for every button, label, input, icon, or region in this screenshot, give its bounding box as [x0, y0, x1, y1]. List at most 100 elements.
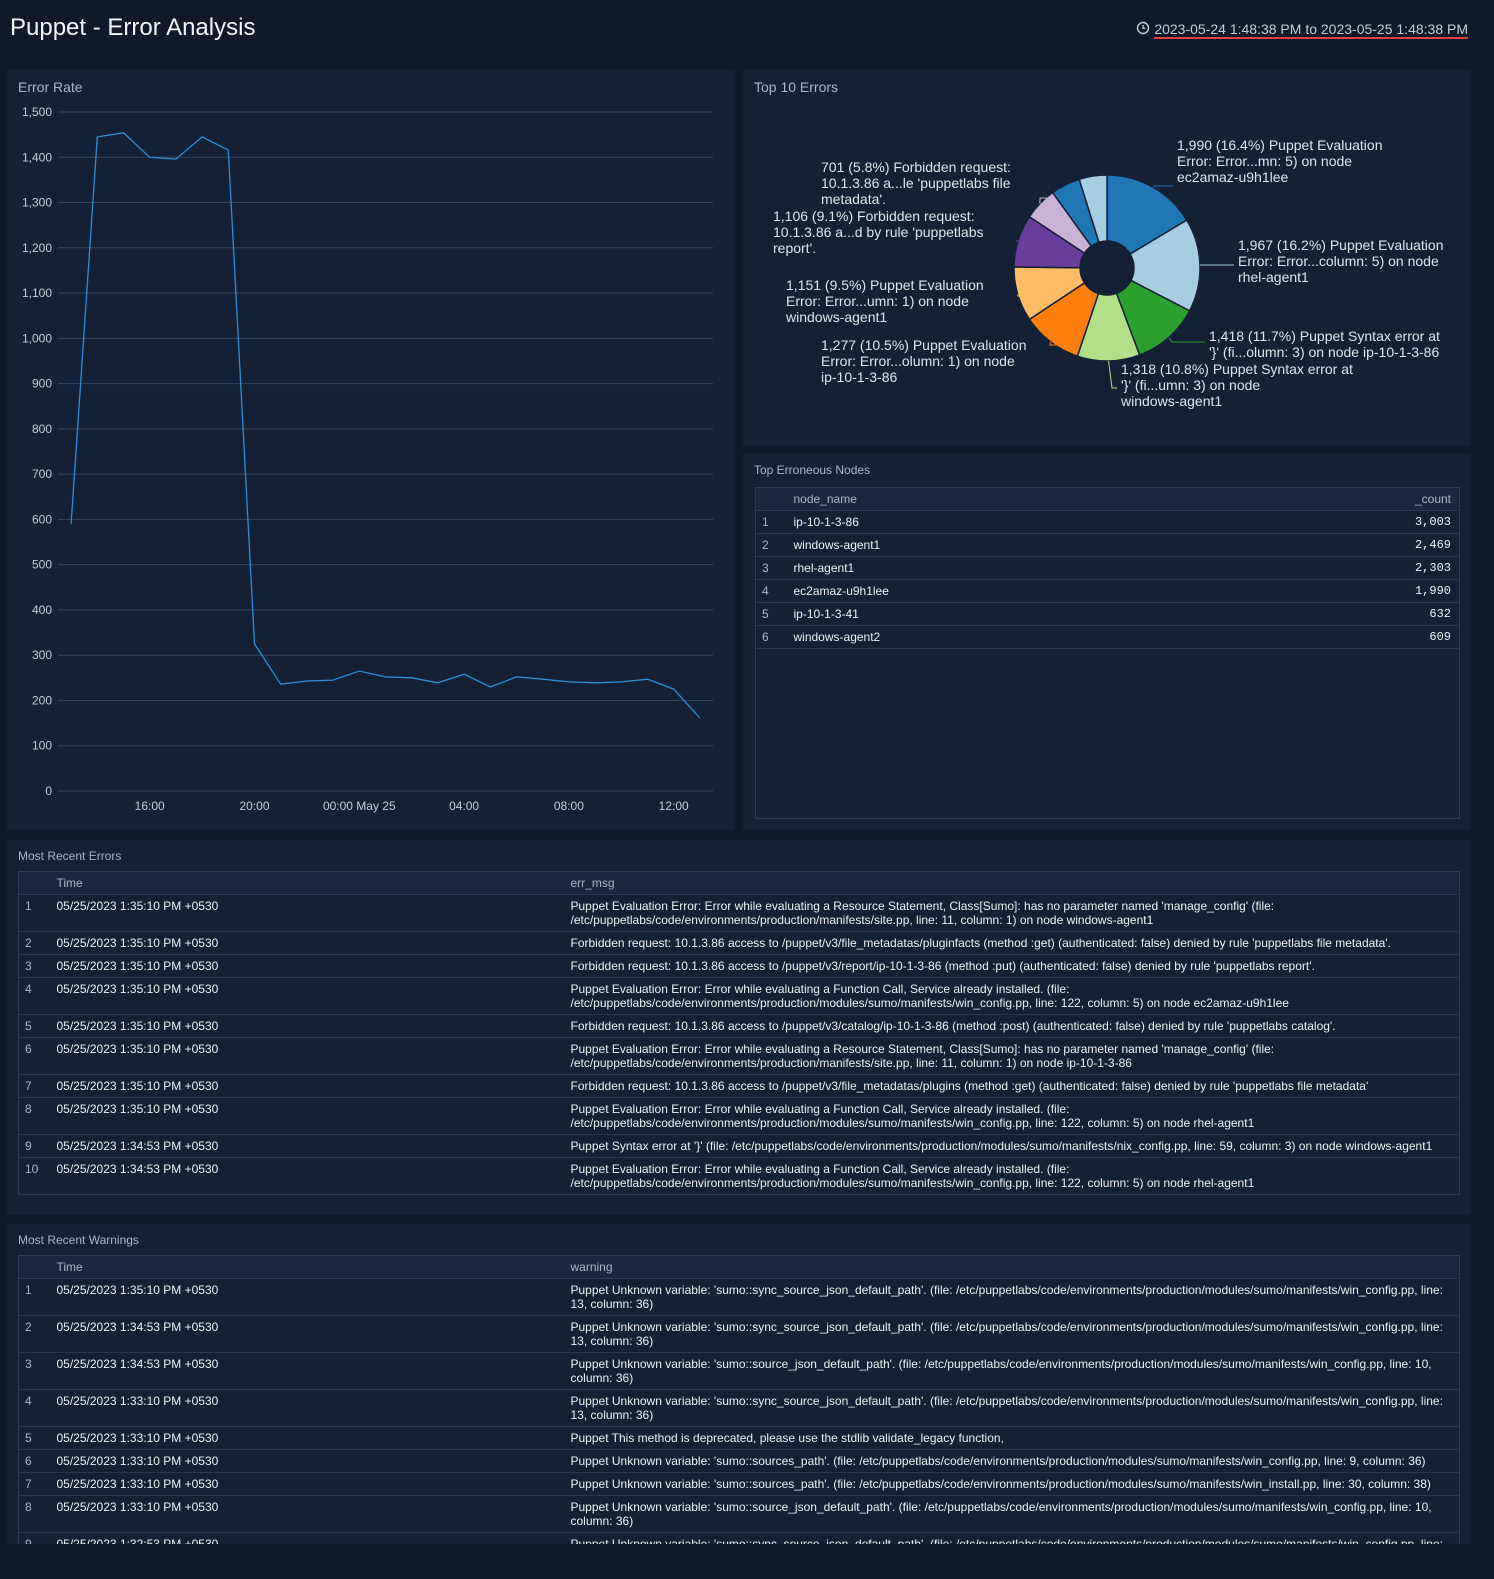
- y-tick-label: 400: [32, 603, 52, 617]
- time-range[interactable]: 2023-05-24 1:48:38 PM to 2023-05-25 1:48…: [1154, 21, 1468, 39]
- table-cell: Puppet Evaluation Error: Error while eva…: [562, 894, 1460, 932]
- table-cell: 2,303: [1339, 556, 1460, 580]
- page-title: Puppet - Error Analysis: [10, 14, 256, 41]
- row-number: 7: [18, 1074, 49, 1098]
- row-number: 2: [18, 931, 49, 955]
- leader-line: [1108, 360, 1117, 389]
- table-cell: windows-agent2: [785, 625, 1340, 649]
- slice-label: windows-agent1: [785, 309, 887, 325]
- panel-title: Most Recent Errors: [18, 849, 122, 863]
- table-cell: 2,469: [1339, 533, 1460, 557]
- table-cell: 05/25/2023 1:33:10 PM +0530: [48, 1449, 563, 1473]
- table-row: 1 05/25/2023 1:35:10 PM +0530 Puppet Evalu…: [18, 894, 1460, 932]
- table-cell: Puppet Unknown variable: 'sumo::sources_…: [562, 1472, 1460, 1496]
- y-tick-label: 1,300: [22, 196, 52, 210]
- table-cell: 609: [1339, 625, 1460, 649]
- table-cell: 05/25/2023 1:35:10 PM +0530: [48, 954, 563, 978]
- table-cell: 05/25/2023 1:35:10 PM +0530: [48, 1037, 563, 1075]
- header-row: Time err_msg: [18, 871, 1460, 895]
- leader-line: [1152, 185, 1173, 188]
- table-cell: rhel-agent1: [785, 556, 1340, 580]
- table-cell: 05/25/2023 1:33:10 PM +0530: [48, 1495, 563, 1533]
- table-cell: 05/25/2023 1:35:10 PM +0530: [48, 1097, 563, 1135]
- slice-label: windows-agent1: [1120, 393, 1222, 409]
- row-number: 1: [18, 894, 49, 932]
- table-cell: ec2amaz-u9h1lee: [785, 579, 1340, 603]
- slice-label: report'.: [773, 240, 816, 256]
- header-row: Time warning: [18, 1255, 1460, 1279]
- table-cell: 05/25/2023 1:32:53 PM +0530: [48, 1532, 563, 1544]
- warnings-table: Time warning 1 05/25/2023 1:35:10 PM +0530 P…: [18, 1255, 1460, 1544]
- panel-title: Error Rate: [18, 79, 83, 95]
- slice-label: 10.1.3.86 a...d by rule 'puppetlabs: [773, 224, 984, 240]
- column-header: err_msg: [562, 871, 1460, 895]
- row-number: 1: [755, 510, 786, 534]
- leader-line: [1017, 294, 1026, 297]
- slice-label: 701 (5.8%) Forbidden request:: [821, 159, 1011, 175]
- slice-label: Error: Error...olumn: 1) on node: [821, 353, 1015, 369]
- leader-line: [1049, 341, 1058, 346]
- slice-label: 10.1.3.86 a...le 'puppetlabs file: [821, 175, 1011, 191]
- table-cell: Puppet Unknown variable: 'sumo::sync_sou…: [562, 1532, 1460, 1544]
- pie-slice: [1078, 174, 1108, 244]
- row-number: 6: [18, 1449, 49, 1473]
- row-number: 3: [18, 1352, 49, 1390]
- row-number: 1: [18, 1278, 49, 1316]
- panel-title: Top Erroneous Nodes: [754, 463, 871, 477]
- table-cell: ip-10-1-3-41: [785, 602, 1340, 626]
- row-number: 4: [755, 579, 786, 603]
- header-row: node_name _count: [755, 487, 1460, 511]
- table-row: 8 05/25/2023 1:35:10 PM +0530 Puppet Evalu…: [18, 1097, 1460, 1135]
- table-cell: 05/25/2023 1:35:10 PM +0530: [48, 977, 563, 1015]
- table-row: 2 05/25/2023 1:35:10 PM +0530 Forbidden re…: [18, 931, 1460, 955]
- panel-title: Most Recent Warnings: [18, 1233, 139, 1247]
- row-number: 2: [18, 1315, 49, 1353]
- table-cell: 05/25/2023 1:34:53 PM +0530: [48, 1134, 563, 1158]
- slice-label: '}' (fi...olumn: 3) on node ip-10-1-3-86: [1209, 344, 1439, 360]
- table-row: 3 rhel-agent1 2,303: [755, 556, 1460, 580]
- row-number: 5: [18, 1426, 49, 1450]
- line-chart: 0 100 200 300 400 500 600 700 800 900 1,000 1,100 1,…: [22, 105, 713, 813]
- x-tick-label: 00:00 May 25: [323, 799, 396, 813]
- table-cell: Puppet This method is deprecated, please…: [562, 1426, 1460, 1450]
- x-tick-label: 08:00: [554, 799, 584, 813]
- table-cell: windows-agent1: [785, 533, 1340, 557]
- table-cell: Puppet Unknown variable: 'sumo::source_j…: [562, 1495, 1460, 1533]
- y-tick-label: 700: [32, 467, 52, 481]
- table-cell: Puppet Unknown variable: 'sumo::sync_sou…: [562, 1315, 1460, 1353]
- row-number: 9: [18, 1532, 49, 1544]
- table-cell: Forbidden request: 10.1.3.86 access to /…: [562, 954, 1460, 978]
- y-tick-label: 0: [45, 784, 52, 798]
- column-header: _count: [1339, 487, 1460, 511]
- pie-slice: [1129, 219, 1201, 312]
- table-cell: ip-10-1-3-86: [785, 510, 1340, 534]
- table-row: 9 05/25/2023 1:34:53 PM +0530 Puppet Synta…: [18, 1134, 1460, 1158]
- column-header: Time: [48, 871, 563, 895]
- y-tick-label: 1,400: [22, 150, 52, 164]
- table-cell: 05/25/2023 1:33:10 PM +0530: [48, 1426, 563, 1450]
- slice-label: 1,151 (9.5%) Puppet Evaluation: [786, 277, 984, 293]
- table-cell: 3,003: [1339, 510, 1460, 534]
- leader-line: [1168, 337, 1205, 343]
- y-tick-label: 1,100: [22, 286, 52, 300]
- table-cell: 05/25/2023 1:35:10 PM +0530: [48, 1014, 563, 1038]
- y-tick-label: 600: [32, 512, 52, 526]
- row-number: 9: [18, 1134, 49, 1158]
- table-row: 8 05/25/2023 1:33:10 PM +0530 Puppet Unkno…: [18, 1495, 1460, 1533]
- row-number: 3: [18, 954, 49, 978]
- row-number: 6: [755, 625, 786, 649]
- slice-label: ec2amaz-u9h1lee: [1177, 169, 1289, 185]
- error-rate-panel: Error Rate: [7, 70, 735, 830]
- row-number: 3: [755, 556, 786, 580]
- slice-label: metadata'.: [821, 191, 886, 207]
- row-number: 4: [18, 1389, 49, 1427]
- table-cell: Puppet Unknown variable: 'sumo::sources_…: [562, 1449, 1460, 1473]
- table-row: 10 05/25/2023 1:34:53 PM +0530 Puppet Eval…: [18, 1157, 1460, 1195]
- table-row: 7 05/25/2023 1:33:10 PM +0530 Puppet Unkno…: [18, 1472, 1460, 1496]
- slice-label: Error: Error...umn: 1) on node: [786, 293, 969, 309]
- table-cell: 05/25/2023 1:33:10 PM +0530: [48, 1472, 563, 1496]
- row-number: 10: [18, 1157, 49, 1195]
- slice-label: ip-10-1-3-86: [821, 369, 897, 385]
- nodes-table: node_name _count 1 ip-10-1-3-86 3,003 2 window…: [755, 487, 1460, 649]
- table-cell: Puppet Evaluation Error: Error while eva…: [562, 1157, 1460, 1195]
